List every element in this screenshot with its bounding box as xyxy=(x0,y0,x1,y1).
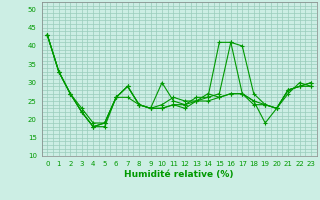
X-axis label: Humidité relative (%): Humidité relative (%) xyxy=(124,170,234,179)
